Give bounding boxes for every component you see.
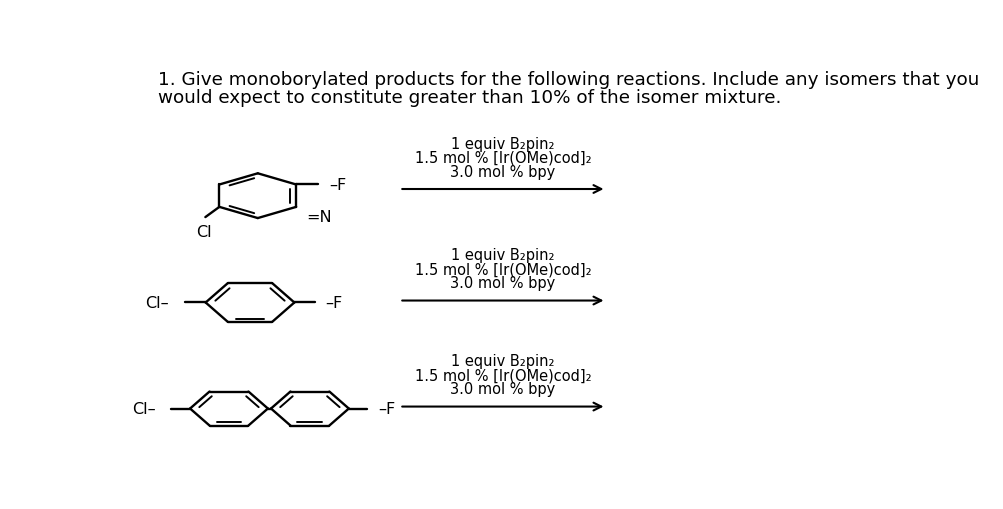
Text: 3.0 mol % bpy: 3.0 mol % bpy — [449, 276, 555, 291]
Text: =N: =N — [306, 210, 332, 225]
Text: 1.5 mol % [Ir(OMe)cod]₂: 1.5 mol % [Ir(OMe)cod]₂ — [414, 150, 591, 165]
Text: –F: –F — [325, 295, 342, 310]
Text: –F: –F — [329, 178, 347, 192]
Text: 1. Give monoborylated products for the following reactions. Include any isomers : 1. Give monoborylated products for the f… — [158, 71, 979, 89]
Text: Cl–: Cl– — [145, 295, 169, 310]
Text: Cl: Cl — [196, 224, 212, 240]
Text: would expect to constitute greater than 10% of the isomer mixture.: would expect to constitute greater than … — [158, 89, 780, 107]
Text: 3.0 mol % bpy: 3.0 mol % bpy — [449, 164, 555, 180]
Text: 1 equiv B₂pin₂: 1 equiv B₂pin₂ — [450, 247, 554, 263]
Text: –F: –F — [378, 401, 395, 416]
Text: 1.5 mol % [Ir(OMe)cod]₂: 1.5 mol % [Ir(OMe)cod]₂ — [414, 262, 591, 276]
Text: Cl–: Cl– — [132, 401, 155, 416]
Text: 1 equiv B₂pin₂: 1 equiv B₂pin₂ — [450, 353, 554, 369]
Text: 1 equiv B₂pin₂: 1 equiv B₂pin₂ — [450, 136, 554, 151]
Text: 3.0 mol % bpy: 3.0 mol % bpy — [449, 382, 555, 397]
Text: 1.5 mol % [Ir(OMe)cod]₂: 1.5 mol % [Ir(OMe)cod]₂ — [414, 367, 591, 382]
